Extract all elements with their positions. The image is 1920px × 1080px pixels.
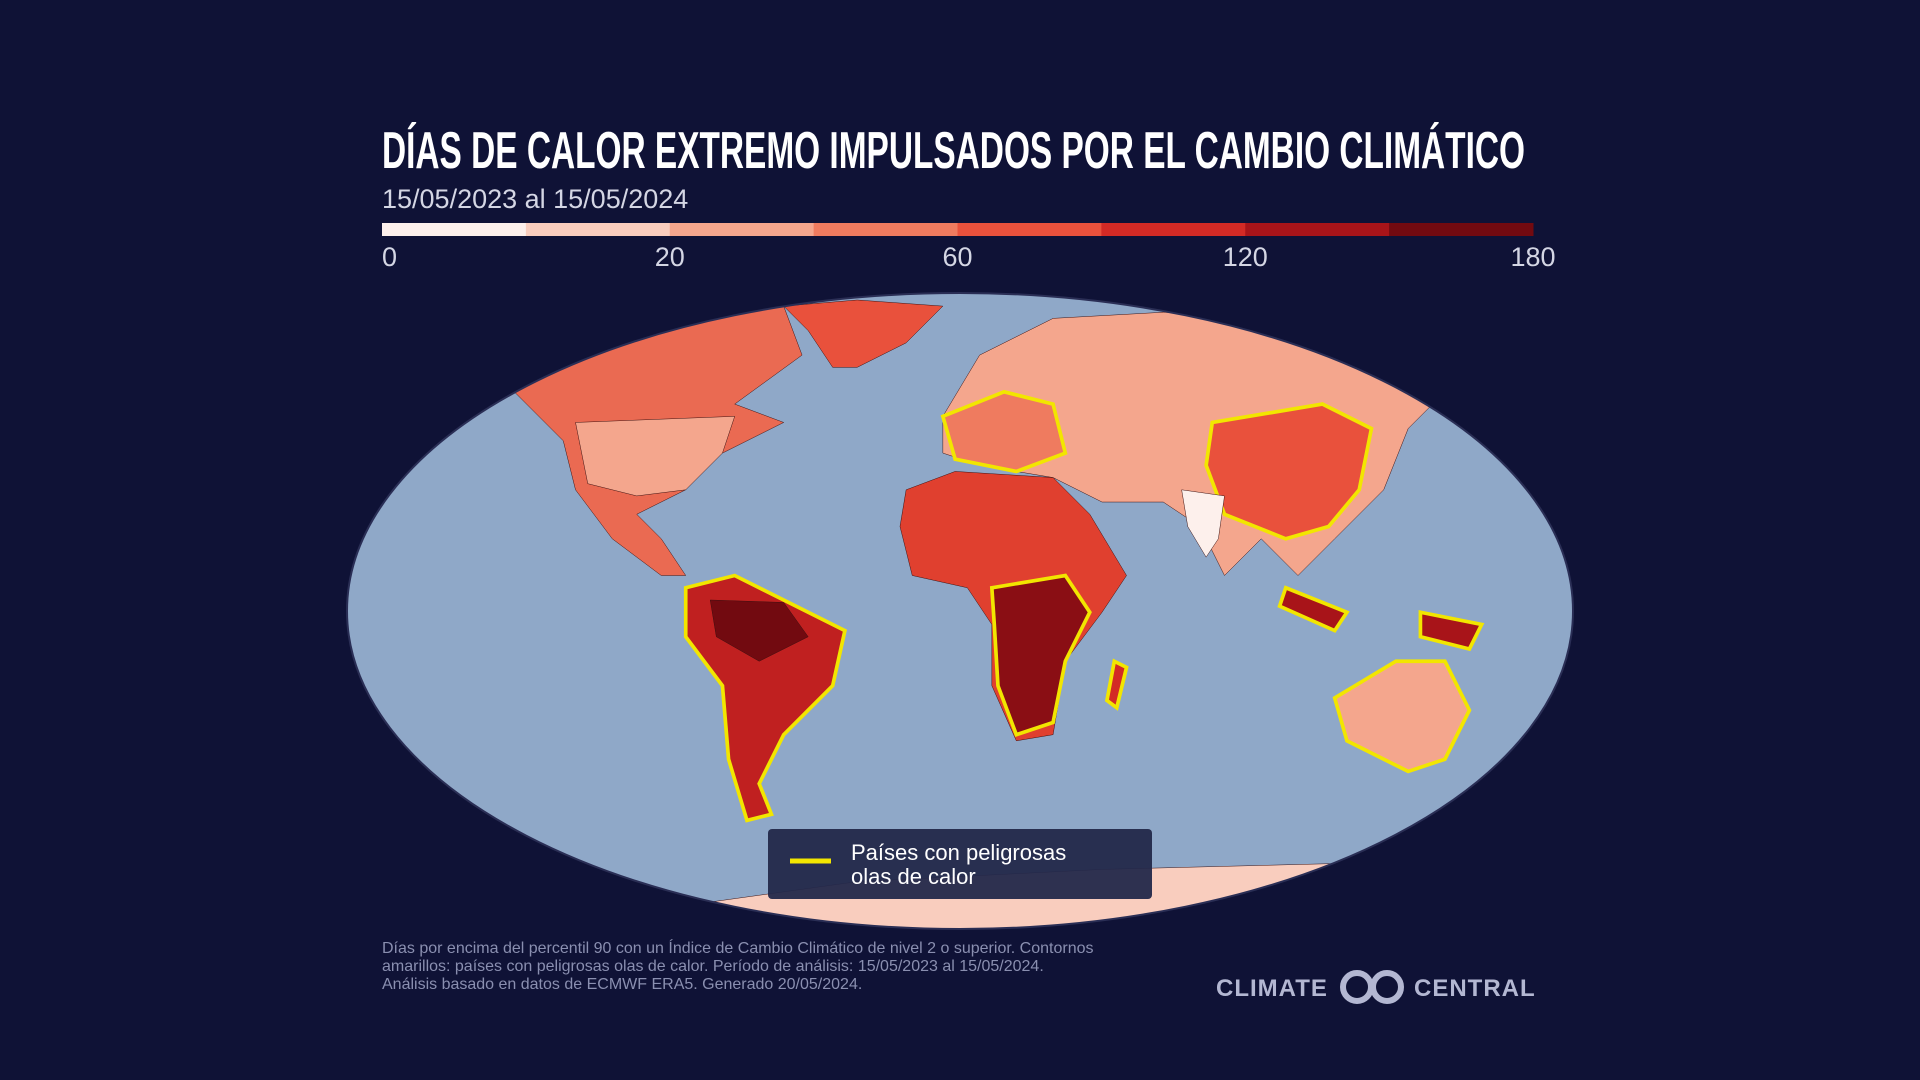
legend-text: Países con peligrosas bbox=[851, 840, 1066, 865]
legend-box bbox=[768, 829, 1152, 899]
footnote: amarillos: países con peligrosas olas de… bbox=[382, 958, 1044, 975]
colorbar-tick-label: 180 bbox=[1510, 242, 1555, 272]
title: DÍAS DE CALOR EXTREMO IMPULSADOS POR EL … bbox=[382, 122, 1525, 180]
logo-text: CLIMATE bbox=[1216, 975, 1328, 1002]
europe bbox=[940, 389, 1068, 474]
colorbar-segment bbox=[669, 223, 815, 236]
colorbar-segment bbox=[525, 223, 671, 236]
logo-text: CENTRAL bbox=[1414, 975, 1536, 1002]
footnote: Análisis basado en datos de ECMWF ERA5. … bbox=[382, 976, 862, 993]
subtitle: 15/05/2023 al 15/05/2024 bbox=[382, 184, 688, 214]
colorbar-tick-label: 20 bbox=[655, 242, 685, 272]
colorbar: 0 20 60 120 180 bbox=[382, 223, 1556, 272]
map bbox=[347, 293, 1573, 929]
colorbar-segment bbox=[1101, 223, 1246, 236]
footnote: Días por encima del percentil 90 con un … bbox=[382, 938, 1094, 957]
australia bbox=[1332, 659, 1472, 774]
map-border bbox=[346, 292, 1574, 930]
logo-mark bbox=[1340, 970, 1404, 1004]
colorbar-segment bbox=[1245, 223, 1390, 236]
greenland bbox=[783, 299, 944, 368]
colorbar-segment bbox=[382, 223, 527, 236]
colorbar-tick-label: 60 bbox=[942, 242, 972, 272]
colorbar-tick-label: 0 bbox=[382, 242, 397, 272]
china bbox=[1204, 402, 1374, 541]
indonesia bbox=[1277, 585, 1485, 652]
madagascar bbox=[1104, 658, 1129, 711]
central-africa bbox=[989, 573, 1092, 738]
colorbar-segment bbox=[1389, 223, 1534, 236]
usa bbox=[575, 416, 736, 497]
colorbar-tick-label: 120 bbox=[1223, 242, 1268, 272]
colorbar-segment bbox=[813, 223, 958, 236]
ocean bbox=[347, 293, 1573, 920]
india bbox=[1181, 489, 1225, 558]
colorbar-segment bbox=[957, 223, 1102, 236]
amazon bbox=[709, 599, 809, 662]
legend-text: olas de calor bbox=[851, 864, 976, 889]
